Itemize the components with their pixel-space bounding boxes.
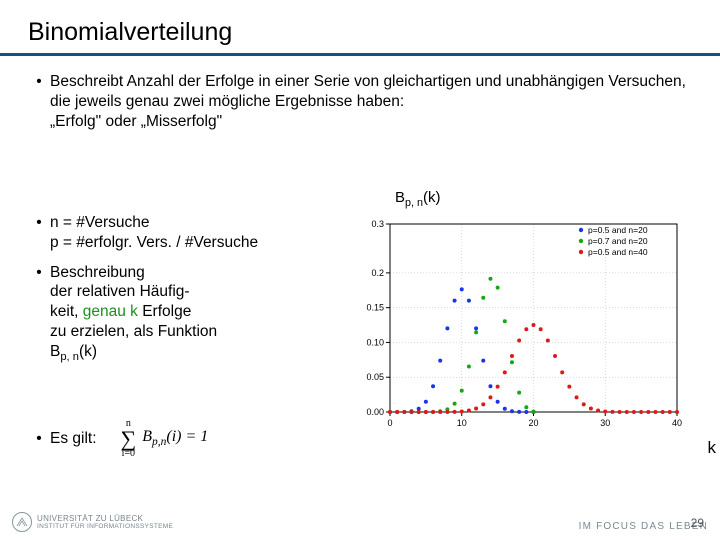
page-number: 29 (691, 516, 704, 530)
bullet-1: • Beschreibt Anzahl der Erfolge in einer… (28, 72, 692, 131)
footer-left: UNIVERSITÄT ZU LÜBECK INSTITUT FÜR INFOR… (12, 512, 173, 532)
bullet-2: • n = #Versuche p = #erfolgr. Vers. / #V… (28, 213, 358, 253)
svg-text:10: 10 (457, 418, 467, 428)
svg-text:0.15: 0.15 (366, 303, 384, 313)
svg-text:p=0.5 and n=40: p=0.5 and n=40 (588, 247, 648, 257)
formula: n ∑ i=0 Bp,n(i) = 1 (121, 419, 209, 459)
bullet-3-l5: Bp, n(k) (50, 342, 358, 364)
bullet-3-l1: Beschreibung (50, 263, 358, 283)
bullet-2-l2: p = #erfolgr. Vers. / #Versuche (50, 233, 358, 253)
sigma-symbol: ∑ (121, 429, 137, 449)
svg-text:20: 20 (528, 418, 538, 428)
binomial-chart: 0 10 20 30 40 0.00 0.05 0.10 0.15 0.2 0.3 p=0.5 a… (352, 216, 687, 434)
svg-text:0.10: 0.10 (366, 337, 384, 347)
bullet-dot: • (28, 213, 50, 253)
footer-tagline: IM FOCUS DAS LEBEN (579, 521, 708, 532)
svg-text:0.3: 0.3 (371, 219, 384, 229)
svg-text:0.05: 0.05 (366, 372, 384, 382)
svg-text:p=0.7 and n=20: p=0.7 and n=20 (588, 236, 648, 246)
footer-uni-l2: INSTITUT FÜR INFORMATIONSSYSTEME (37, 523, 173, 530)
bullet-3-l3: keit, genau k Erfolge (50, 302, 358, 322)
chart-title: Bp, n(k) (395, 189, 441, 209)
bullet-3-l2: der relativen Häufig- (50, 282, 358, 302)
university-logo-icon (12, 512, 32, 532)
bullet-2-l1: n = #Versuche (50, 213, 358, 233)
bullet-dot: • (28, 429, 50, 449)
svg-text:40: 40 (672, 418, 682, 428)
bullet-3: • Beschreibung der relativen Häufig- kei… (28, 263, 358, 365)
bullet-3-l4: zu erzielen, als Funktion (50, 322, 358, 342)
svg-text:30: 30 (600, 418, 610, 428)
bullet-4: • Es gilt: n ∑ i=0 Bp,n(i) = 1 (28, 419, 208, 459)
bullet-dot: • (28, 72, 50, 131)
footer-uni-l1: UNIVERSITÄT ZU LÜBECK (37, 514, 173, 523)
sigma-lower: i=0 (122, 449, 135, 459)
bullet-4-text: Es gilt: (50, 429, 97, 449)
axis-label-k: k (708, 438, 717, 458)
bullet-dot: • (28, 263, 50, 365)
svg-text:0: 0 (387, 418, 392, 428)
svg-text:0.00: 0.00 (366, 407, 384, 417)
title-underline (0, 53, 720, 56)
bullet-1-text: Beschreibt Anzahl der Erfolge in einer S… (50, 72, 692, 131)
slide-title: Binomialverteilung (28, 18, 692, 47)
svg-text:p=0.5 and n=20: p=0.5 and n=20 (588, 225, 648, 235)
svg-text:0.2: 0.2 (371, 268, 384, 278)
